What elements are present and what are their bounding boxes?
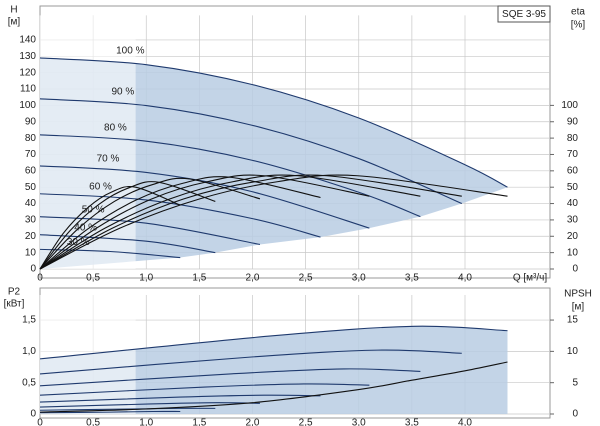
model-label: SQE 3-95 [502, 9, 546, 20]
curve [39, 368, 421, 387]
curve [39, 174, 421, 270]
y2-tick-label: 0 [572, 264, 578, 275]
curve [39, 176, 321, 270]
curve [39, 174, 508, 270]
x-tick-label: 1,0 [139, 418, 153, 426]
curve [39, 394, 321, 403]
speed-label: 100 % [116, 46, 144, 57]
x-tick-label: 3,0 [352, 418, 366, 426]
curve [39, 165, 370, 229]
y2-tick-label: 50 [567, 182, 579, 193]
curve [39, 361, 508, 413]
x-tick-label: 0,5 [86, 273, 100, 284]
curve [39, 216, 261, 245]
y2-tick-label: 70 [567, 149, 579, 160]
x-tick-label: 3,5 [405, 418, 419, 426]
y2-tick-label: 0 [572, 409, 578, 420]
x-tick-label: 3,5 [405, 273, 419, 284]
x-tick-label: 2,0 [246, 418, 260, 426]
speed-label: 30 % [67, 237, 90, 248]
curve [39, 174, 370, 270]
y-tick-label: 50 [25, 182, 37, 193]
y-tick-label: 0 [30, 409, 36, 420]
y-tick-label: 20 [25, 231, 37, 242]
y2-tick-label: 20 [567, 231, 579, 242]
x-tick-label: 1,5 [192, 273, 206, 284]
speed-label: 60 % [89, 181, 112, 192]
curve [39, 325, 508, 360]
y2-tick-label: 40 [567, 198, 579, 209]
curve [39, 98, 463, 205]
y2-axis-label: NPSH [564, 289, 592, 300]
speed-label: 50 % [82, 204, 105, 215]
curve [39, 410, 181, 414]
y-tick-label: 120 [19, 67, 36, 78]
model-box [497, 5, 551, 23]
x-tick-label: 0 [37, 273, 43, 284]
curve [39, 383, 370, 396]
x-tick-label: 2,5 [299, 418, 313, 426]
y2-tick-label: 10 [567, 247, 579, 258]
speed-label: 90 % [111, 86, 134, 97]
y-tick-label: 70 [25, 149, 37, 160]
x-tick-label: 2,0 [246, 273, 260, 284]
y2-tick-label: 10 [567, 346, 579, 357]
y2-tick-label: 15 [567, 315, 579, 326]
x-tick-label: 2,5 [299, 273, 313, 284]
curve [39, 174, 462, 270]
y2-axis-label: eta [571, 7, 585, 18]
curve [39, 134, 421, 218]
curve [39, 177, 261, 270]
y2-tick-label: 100 [561, 100, 578, 111]
y-tick-label: 0 [30, 264, 36, 275]
y-tick-label: 10 [25, 247, 37, 258]
y-tick-label: 60 [25, 165, 37, 176]
curve [39, 193, 321, 238]
speed-label: 40 % [74, 222, 97, 233]
curve [39, 248, 181, 259]
y-tick-label: 40 [25, 198, 37, 209]
y-tick-label: 140 [19, 35, 36, 46]
x-tick-label: 1,0 [139, 273, 153, 284]
y-tick-label: 110 [20, 84, 36, 95]
y-axis-unit: [кВт] [4, 299, 25, 310]
y2-tick-label: 60 [567, 165, 579, 176]
y-tick-label: 1,5 [22, 315, 36, 326]
x-tick-label: 0,5 [86, 418, 100, 426]
y-tick-label: 130 [19, 51, 36, 62]
y-tick-label: 0,5 [22, 377, 36, 388]
curve [39, 57, 508, 188]
y-axis-unit: [м] [8, 17, 21, 28]
y-tick-label: 30 [25, 215, 37, 226]
y2-tick-label: 90 [567, 116, 579, 127]
speed-label: 80 % [104, 122, 127, 133]
x-tick-label: 4,0 [458, 418, 472, 426]
x-tick-label: 4,0 [458, 273, 472, 284]
x-tick-label: 3,0 [352, 273, 366, 284]
curve [39, 186, 181, 270]
low-flow-zone [40, 15, 136, 270]
y-tick-label: 100 [19, 100, 36, 111]
curve [39, 234, 216, 254]
y2-axis-unit: [%] [571, 20, 586, 31]
x-tick-label: 0 [37, 418, 43, 426]
curve [39, 349, 462, 375]
speed-label: 70 % [97, 154, 120, 165]
y2-tick-label: 30 [567, 215, 579, 226]
curve [39, 402, 260, 408]
y2-tick-label: 5 [572, 377, 578, 388]
y-tick-label: 80 [25, 133, 37, 144]
y-axis-label: H [10, 5, 17, 16]
y2-axis-unit: [м] [572, 302, 585, 313]
curve [39, 181, 216, 270]
x-axis-label: Q [м³/ч] [513, 273, 548, 284]
operating-area [40, 326, 508, 414]
y2-tick-label: 80 [567, 133, 579, 144]
operating-area [40, 57, 508, 269]
y-tick-label: 1,0 [22, 346, 36, 357]
x-tick-label: 1,5 [192, 418, 206, 426]
y-axis-label: P2 [8, 287, 21, 298]
y-tick-label: 90 [25, 116, 37, 127]
